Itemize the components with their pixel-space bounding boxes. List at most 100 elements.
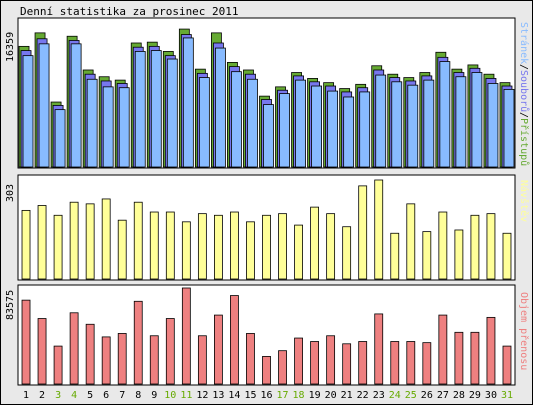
bar-prenosu — [246, 333, 255, 385]
bar-prenosu — [53, 345, 63, 385]
x-tick-label: 31 — [501, 390, 513, 401]
bar-prenosu — [342, 343, 352, 385]
bar-navstev — [37, 205, 47, 280]
bar-prenosu — [502, 345, 512, 385]
bar-navstev — [326, 213, 336, 280]
x-tick-label: 28 — [453, 390, 465, 401]
chart-title: Denní statistika za prosinec 2011 — [20, 5, 239, 18]
x-tick-label: 17 — [277, 390, 289, 401]
bar-stranek — [407, 84, 419, 168]
x-tick-label: 22 — [357, 390, 369, 401]
bar-stranek — [439, 61, 451, 168]
bar-prenosu — [133, 300, 143, 385]
middle-ymax-label: 303 — [5, 184, 16, 202]
bar-prenosu — [101, 336, 111, 385]
bar-prenosu — [165, 318, 175, 385]
bar-stranek — [231, 71, 242, 168]
bar-navstev — [181, 221, 191, 280]
bottom-legend-label: Objem přenosu — [518, 292, 530, 370]
bar-prenosu — [326, 335, 336, 385]
x-tick-label: 23 — [373, 390, 385, 401]
bar-navstev — [294, 224, 303, 280]
bar-stranek — [359, 91, 371, 168]
bar-stranek — [150, 50, 162, 168]
x-tick-label: 6 — [103, 390, 109, 401]
bar-navstev — [53, 214, 63, 280]
bar-navstev — [422, 231, 432, 280]
bar-stranek — [166, 58, 178, 168]
x-tick-label: 7 — [119, 390, 125, 401]
bar-navstev — [149, 211, 159, 280]
bar-navstev — [470, 214, 480, 280]
bar-navstev — [342, 226, 352, 280]
bar-prenosu — [358, 341, 368, 385]
bar-navstev — [69, 201, 79, 280]
top-ymax-label: 16359 — [5, 32, 16, 62]
x-tick-label: 20 — [325, 390, 337, 401]
bar-prenosu — [486, 316, 496, 385]
bar-prenosu — [197, 335, 207, 385]
bar-navstev — [262, 214, 271, 280]
bar-stranek — [134, 51, 146, 168]
bar-prenosu — [294, 337, 303, 385]
middle-legend-label: Návštěv — [518, 180, 530, 222]
bar-prenosu — [69, 312, 79, 385]
bar-prenosu — [117, 333, 127, 385]
bar-prenosu — [406, 341, 416, 385]
bar-navstev — [197, 213, 207, 280]
bar-stranek — [70, 43, 82, 168]
bar-stranek — [423, 79, 435, 168]
bar-stranek — [327, 90, 339, 168]
bar-stranek — [54, 109, 66, 168]
x-tick-label: 10 — [164, 390, 176, 401]
x-tick-label: 5 — [87, 390, 93, 401]
bar-navstev — [486, 213, 496, 280]
x-tick-label: 29 — [469, 390, 481, 401]
bar-navstev — [438, 211, 448, 280]
bottom-ymax-label: 83575 — [5, 290, 16, 320]
x-tick-label: 16 — [260, 390, 272, 401]
bar-prenosu — [262, 356, 271, 385]
bar-prenosu — [181, 287, 191, 385]
bar-stranek — [102, 86, 114, 168]
bar-stranek — [503, 88, 515, 168]
bar-prenosu — [390, 341, 400, 385]
bar-prenosu — [374, 313, 384, 385]
bar-navstev — [502, 232, 512, 280]
x-tick-label: 25 — [405, 390, 417, 401]
bar-navstev — [165, 211, 175, 280]
bar-navstev — [406, 203, 416, 280]
x-tick-label: 13 — [212, 390, 224, 401]
bar-stranek — [455, 76, 467, 168]
bar-prenosu — [278, 350, 287, 385]
bar-prenosu — [214, 314, 223, 385]
bar-prenosu — [230, 295, 239, 385]
bar-stranek — [263, 104, 274, 168]
x-tick-label: 8 — [135, 390, 141, 401]
bar-stranek — [279, 93, 290, 168]
bar-prenosu — [438, 314, 448, 385]
bar-stranek — [215, 47, 226, 168]
bar-stranek — [487, 83, 499, 168]
top-legend-part: Stránek — [518, 22, 530, 64]
bar-navstev — [390, 232, 400, 280]
x-tick-label: 19 — [309, 390, 321, 401]
bar-prenosu — [149, 335, 159, 385]
bar-stranek — [375, 74, 387, 168]
x-tick-label: 27 — [437, 390, 449, 401]
bar-stranek — [182, 37, 194, 168]
bar-navstev — [310, 206, 319, 280]
bar-prenosu — [310, 341, 319, 385]
x-tick-label: 18 — [293, 390, 305, 401]
bar-stranek — [198, 77, 210, 168]
x-tick-label: 14 — [228, 390, 240, 401]
bar-navstev — [117, 219, 127, 280]
bar-navstev — [21, 209, 31, 280]
bar-navstev — [214, 214, 223, 280]
x-tick-label: 2 — [39, 390, 45, 401]
bar-stranek — [311, 85, 322, 168]
bar-navstev — [358, 185, 368, 280]
bar-prenosu — [85, 323, 95, 385]
